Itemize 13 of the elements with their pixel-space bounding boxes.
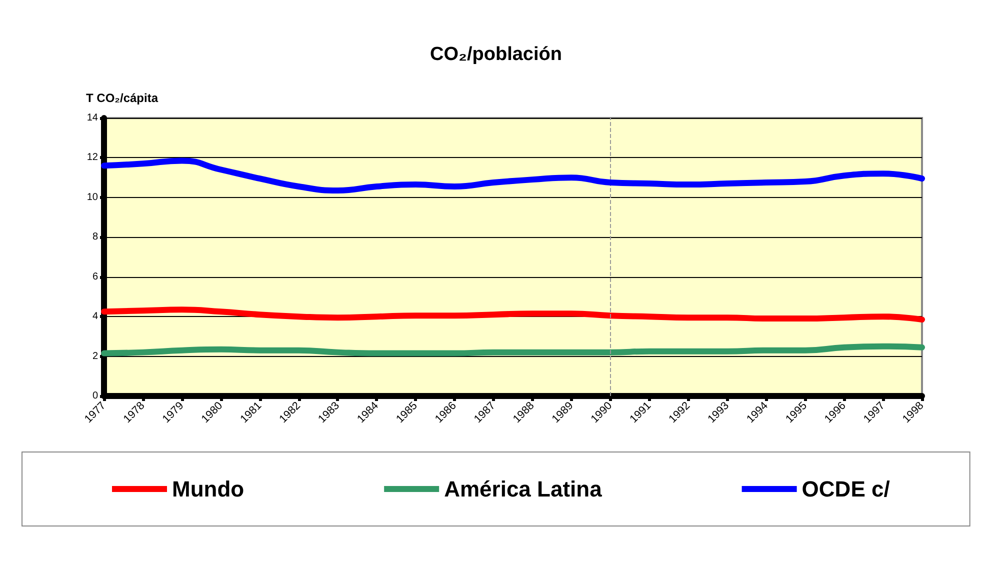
- y-tick-label: 8: [92, 232, 98, 243]
- y-tick-label: 6: [92, 271, 98, 282]
- y-tick-label: 2: [92, 350, 98, 362]
- legend-label: OCDE c/: [802, 476, 890, 502]
- y-tick-label: 12: [86, 152, 98, 164]
- y-tick-label: 0: [92, 390, 98, 402]
- legend-label: América Latina: [444, 476, 603, 502]
- y-tick-label: 4: [92, 311, 98, 322]
- legend-label: Mundo: [172, 476, 244, 502]
- y-axis-title: T CO₂/cápita: [86, 91, 158, 105]
- chart-title: CO₂/población: [430, 44, 562, 65]
- y-tick-label: 14: [86, 112, 98, 124]
- y-tick-label: 10: [86, 192, 98, 203]
